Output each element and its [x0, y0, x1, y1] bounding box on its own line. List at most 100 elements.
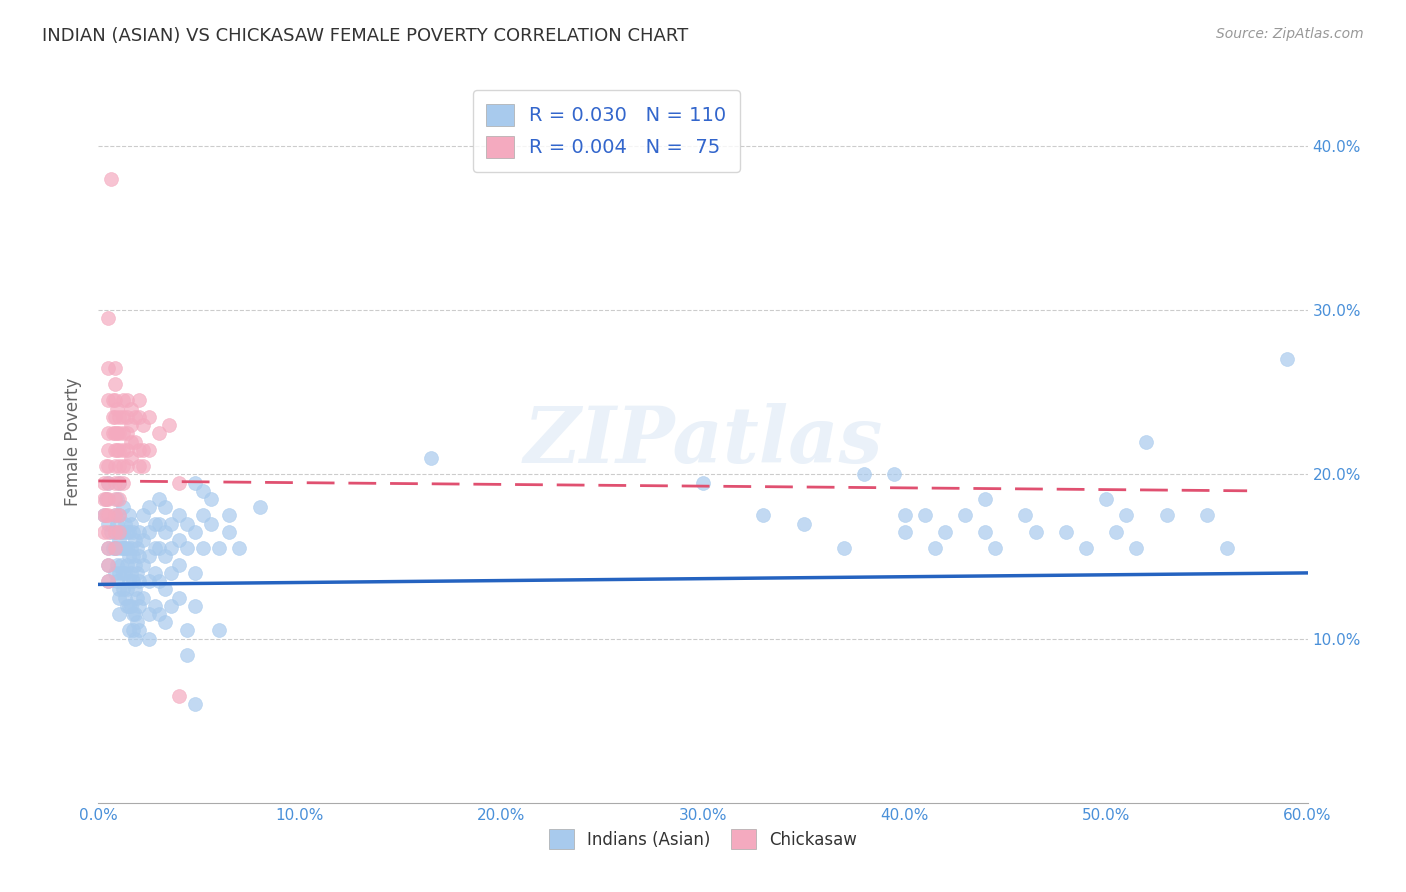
Point	[1074, 541, 1097, 556]
Point	[1216, 541, 1239, 556]
Point	[184, 566, 207, 580]
Point	[105, 491, 128, 506]
Point	[107, 459, 129, 474]
Point	[121, 624, 143, 638]
Point	[143, 541, 166, 556]
Point	[107, 426, 129, 441]
Point	[118, 524, 141, 539]
Point	[101, 541, 124, 556]
Point	[184, 475, 207, 490]
Point	[153, 500, 176, 515]
Point	[125, 615, 148, 630]
Point	[107, 591, 129, 605]
Point	[883, 467, 905, 482]
Point	[118, 508, 141, 523]
Point	[118, 599, 141, 613]
Point	[118, 624, 141, 638]
Point	[138, 574, 160, 588]
Point	[1135, 434, 1157, 449]
Point	[105, 574, 128, 588]
Point	[103, 541, 125, 556]
Point	[107, 533, 129, 547]
Point	[143, 599, 166, 613]
Point	[984, 541, 1007, 556]
Point	[107, 508, 129, 523]
Point	[103, 508, 125, 523]
Point	[132, 591, 155, 605]
Point	[97, 524, 120, 539]
Point	[111, 426, 134, 441]
Point	[138, 409, 160, 424]
Point	[107, 475, 129, 490]
Point	[118, 549, 141, 564]
Point	[128, 524, 150, 539]
Point	[111, 475, 134, 490]
Point	[120, 434, 142, 449]
Point	[176, 624, 198, 638]
Point	[1014, 508, 1036, 523]
Point	[110, 558, 132, 572]
Point	[101, 393, 124, 408]
Point	[128, 459, 150, 474]
Point	[148, 574, 170, 588]
Point	[105, 558, 128, 572]
Point	[148, 516, 170, 531]
Point	[832, 541, 855, 556]
Point	[148, 491, 170, 506]
Point	[120, 516, 142, 531]
Point	[96, 491, 118, 506]
Point	[153, 615, 176, 630]
Point	[128, 574, 150, 588]
Point	[114, 541, 136, 556]
Point	[103, 508, 125, 523]
Point	[120, 599, 142, 613]
Point	[124, 582, 146, 597]
Point	[167, 558, 190, 572]
Point	[692, 475, 714, 490]
Point	[111, 459, 134, 474]
Point	[97, 508, 120, 523]
Point	[110, 524, 132, 539]
Point	[1095, 491, 1118, 506]
Point	[97, 475, 120, 490]
Point	[103, 426, 125, 441]
Point	[105, 516, 128, 531]
Point	[893, 508, 915, 523]
Point	[103, 524, 125, 539]
Point	[105, 442, 128, 457]
Point	[115, 558, 138, 572]
Point	[100, 524, 122, 539]
Point	[103, 459, 125, 474]
Text: ZIPatlas: ZIPatlas	[523, 403, 883, 480]
Point	[176, 541, 198, 556]
Point	[160, 541, 183, 556]
Point	[167, 475, 190, 490]
Point	[208, 624, 231, 638]
Point	[111, 442, 134, 457]
Y-axis label: Female Poverty: Female Poverty	[65, 377, 83, 506]
Point	[124, 558, 146, 572]
Point	[97, 475, 120, 490]
Point	[138, 549, 160, 564]
Point	[107, 491, 129, 506]
Point	[97, 541, 120, 556]
Point	[148, 607, 170, 621]
Point	[121, 524, 143, 539]
Point	[160, 599, 183, 613]
Point	[914, 508, 936, 523]
Point	[128, 442, 150, 457]
Point	[184, 698, 207, 712]
Point	[153, 524, 176, 539]
Point	[96, 508, 118, 523]
Point	[97, 491, 120, 506]
Point	[111, 500, 134, 515]
Point	[103, 541, 125, 556]
Point	[167, 533, 190, 547]
Point	[97, 442, 120, 457]
Point	[143, 566, 166, 580]
Point	[193, 508, 215, 523]
Point	[103, 475, 125, 490]
Point	[93, 475, 115, 490]
Point	[132, 418, 155, 433]
Point	[114, 516, 136, 531]
